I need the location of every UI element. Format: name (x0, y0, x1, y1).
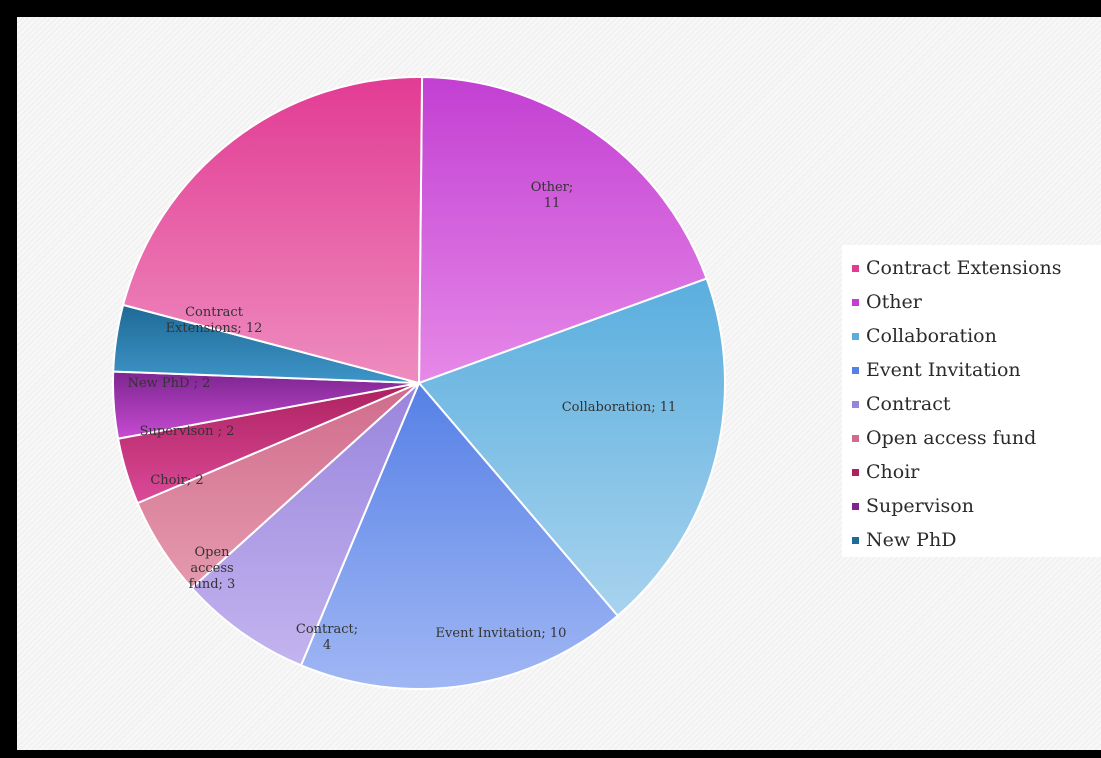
slice-data-label: New PhD ; 2 (128, 376, 211, 391)
legend-item-contract: Contract (852, 387, 1101, 421)
legend-swatch (852, 468, 859, 476)
legend-label: Other (866, 291, 922, 313)
legend-label: Contract Extensions (866, 257, 1062, 279)
pie-slice-other (417, 76, 708, 385)
pie-slice-collaboration (417, 277, 726, 618)
legend-item-supervison: Supervison (852, 489, 1101, 523)
pie-slice-contract (190, 382, 420, 667)
pie-chart: Other; 11 Collaboration; 11 Event Invitatio… (112, 76, 726, 690)
legend-item-contract-extensions: Contract Extensions (852, 251, 1101, 285)
legend-item-collaboration: Collaboration (852, 319, 1101, 353)
legend-item-choir: Choir (852, 455, 1101, 489)
legend-label: Event Invitation (866, 359, 1021, 381)
pie-slice-event-invitation (299, 381, 620, 690)
legend-label: Collaboration (866, 325, 997, 347)
slice-data-label: Choir; 2 (150, 473, 203, 488)
pie-slice-contract-extensions (121, 76, 424, 385)
legend-swatch (852, 332, 859, 340)
slice-data-label: Event Invitation; 10 (436, 626, 567, 641)
chart-area: Other; 11 Collaboration; 11 Event Invitatio… (17, 17, 1101, 750)
legend-item-open-access-fund: Open access fund (852, 421, 1101, 455)
slice-data-label: Collaboration; 11 (562, 400, 677, 415)
legend-swatch (852, 400, 859, 408)
legend-swatch (852, 502, 859, 510)
legend-label: Choir (866, 461, 920, 483)
legend-item-new-phd: New PhD (852, 523, 1101, 557)
legend-item-other: Other (852, 285, 1101, 319)
legend-label: Open access fund (866, 427, 1037, 449)
slice-data-label: Open access fund; 3 (189, 545, 236, 592)
legend-label: Supervison (866, 495, 974, 517)
legend-label: Contract (866, 393, 951, 415)
legend-label: New PhD (866, 529, 957, 551)
legend-swatch (852, 536, 859, 544)
legend-swatch (852, 298, 859, 306)
slice-data-label: Other; 11 (531, 180, 574, 211)
legend-swatch (852, 264, 859, 272)
legend-item-event-invitation: Event Invitation (852, 353, 1101, 387)
chart-legend: Contract Extensions Other Collaboration Eve… (842, 245, 1101, 557)
legend-swatch (852, 366, 859, 374)
slice-data-label: Contract; 4 (296, 622, 358, 653)
slice-data-label: Supervison ; 2 (140, 424, 235, 439)
slice-data-label: Contract Extensions; 12 (166, 305, 263, 336)
legend-swatch (852, 434, 859, 442)
